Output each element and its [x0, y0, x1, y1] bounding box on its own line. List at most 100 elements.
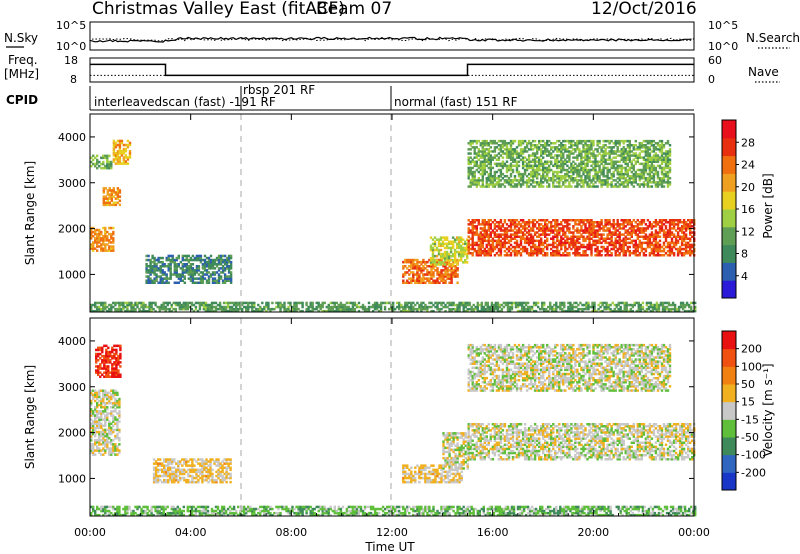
- heatmap-cell: [467, 249, 470, 253]
- heatmap-cell: [674, 241, 678, 245]
- heatmap-cell: [414, 281, 417, 284]
- heatmap-cell: [473, 241, 476, 245]
- heatmap-cell: [130, 305, 133, 309]
- heatmap-cell: [618, 225, 621, 228]
- heatmap-cell: [660, 162, 664, 166]
- heatmap-cell: [213, 273, 217, 276]
- heatmap-cell: [572, 148, 575, 151]
- heatmap-cell: [104, 301, 107, 305]
- heatmap-cell: [576, 168, 579, 172]
- heatmap-cell: [668, 254, 672, 257]
- heatmap-cell: [513, 233, 517, 236]
- heatmap-cell: [153, 265, 156, 268]
- heatmap-cell: [475, 252, 478, 255]
- heatmap-cell: [529, 146, 533, 149]
- heatmap-cell: [622, 156, 625, 159]
- heatmap-cell: [630, 175, 633, 178]
- heatmap-cell: [223, 277, 227, 280]
- heatmap-cell: [583, 303, 586, 307]
- heatmap-cell: [560, 168, 563, 172]
- heatmap-cell: [436, 301, 439, 305]
- heatmap-cell: [98, 245, 101, 248]
- heatmap-cell: [467, 166, 470, 170]
- heatmap-cell: [642, 185, 646, 188]
- heatmap-cell: [590, 148, 593, 151]
- heatmap-cell: [534, 301, 538, 305]
- heatmap-cell: [371, 305, 375, 309]
- heatmap-cell: [676, 254, 680, 257]
- heatmap-cell: [609, 307, 612, 311]
- heatmap-cell: [467, 160, 470, 163]
- heatmap-cell: [580, 225, 583, 228]
- heatmap-cell: [598, 249, 601, 253]
- heatmap-cell: [538, 162, 541, 166]
- heatmap-cell: [98, 305, 101, 309]
- heatmap-cell: [142, 301, 145, 305]
- heatmap-cell: [430, 273, 433, 276]
- heatmap-cell: [586, 229, 589, 232]
- heatmap-cell: [435, 246, 439, 250]
- heatmap-cell: [517, 156, 521, 159]
- heatmap-cell: [588, 185, 591, 188]
- heatmap-cell: [468, 301, 471, 305]
- heatmap-cell: [204, 309, 208, 313]
- heatmap-cell: [102, 195, 105, 198]
- heatmap-cell: [668, 221, 672, 224]
- heatmap-cell: [357, 309, 361, 313]
- heatmap-cell: [646, 241, 650, 245]
- heatmap-cell: [529, 233, 533, 236]
- heatmap-cell: [202, 301, 206, 305]
- heatmap-cell: [558, 243, 561, 247]
- heatmap-cell: [511, 221, 515, 224]
- heatmap-cell: [666, 249, 670, 253]
- heatmap-cell: [102, 247, 105, 250]
- heatmap-cell: [501, 237, 505, 240]
- heatmap-cell: [505, 241, 509, 245]
- heatmap-cell: [515, 168, 519, 172]
- heatmap-cell: [116, 193, 120, 196]
- heatmap-cell: [648, 172, 652, 176]
- heatmap-cell: [556, 235, 559, 238]
- heatmap-cell: [598, 168, 601, 172]
- heatmap-cell: [570, 177, 573, 180]
- heatmap-cell: [527, 254, 531, 257]
- heatmap-cell: [632, 231, 635, 234]
- heatmap-cell: [548, 233, 551, 236]
- heatmap-cell: [604, 158, 607, 161]
- heatmap-cell: [367, 305, 371, 309]
- heatmap-cell: [544, 245, 547, 249]
- heatmap-cell: [489, 175, 492, 178]
- heatmap-cell: [108, 164, 111, 168]
- heatmap-cell: [592, 235, 595, 238]
- heatmap-cell: [497, 235, 501, 238]
- heatmap-cell: [566, 185, 569, 188]
- heatmap-cell: [112, 239, 115, 242]
- heatmap-cell: [106, 201, 109, 204]
- heatmap-cell: [548, 166, 551, 170]
- heatmap-cell: [525, 185, 529, 188]
- heatmap-cell: [126, 305, 129, 309]
- heatmap-cell: [124, 301, 127, 305]
- heatmap-cell: [592, 142, 595, 145]
- heatmap-cell: [618, 150, 621, 153]
- heatmap-cell: [323, 301, 326, 305]
- heatmap-cell: [644, 229, 648, 232]
- heatmap-cell: [464, 250, 467, 254]
- heatmap-cell: [408, 301, 411, 305]
- heatmap-cell: [457, 246, 461, 250]
- heatmap-cell: [475, 229, 478, 232]
- heatmap-cell: [576, 172, 579, 176]
- heatmap-cell: [514, 305, 518, 309]
- heatmap-cell: [606, 241, 609, 245]
- heatmap-cell: [644, 154, 648, 157]
- heatmap-cell: [420, 267, 423, 270]
- heatmap-cell: [576, 166, 579, 170]
- heatmap-cell: [540, 185, 543, 188]
- heatmap-cell: [527, 233, 531, 236]
- heatmap-cell: [570, 146, 573, 149]
- heatmap-cell: [676, 235, 680, 238]
- heatmap-cell: [467, 170, 470, 174]
- heatmap-cell: [179, 267, 182, 270]
- heatmap-cell: [445, 254, 449, 258]
- heatmap-cell: [691, 252, 694, 255]
